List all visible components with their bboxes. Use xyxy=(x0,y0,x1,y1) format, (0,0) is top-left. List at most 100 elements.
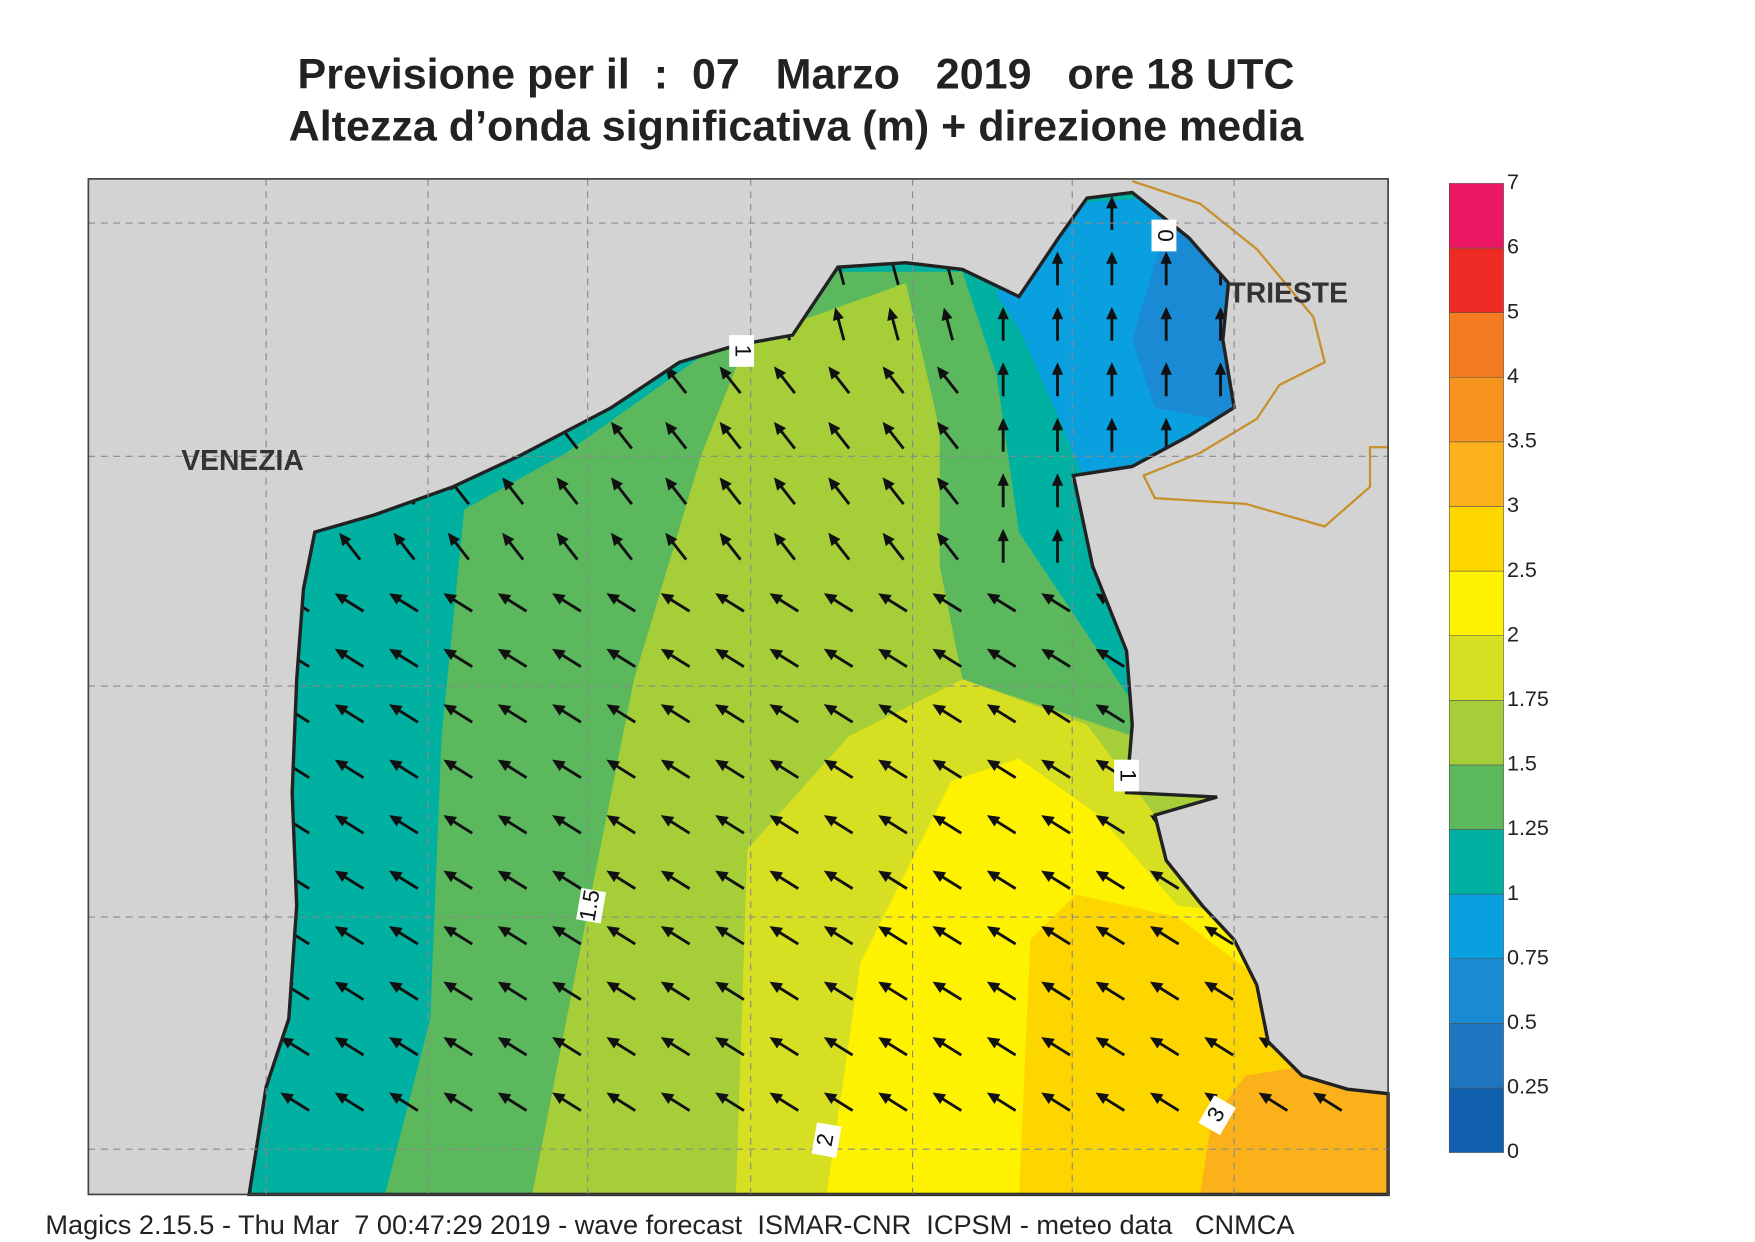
arrow-head xyxy=(1095,870,1110,883)
arrow-head xyxy=(932,1037,947,1049)
arrow-head xyxy=(1160,417,1172,431)
arrow-head xyxy=(715,759,729,772)
colorbar: 0 0.25 0.5 0.75 1 1.25 1.5 1.75 2 2.5 3 3.5 4 5 6 7 xyxy=(1448,170,1549,1163)
arrow-head xyxy=(997,417,1009,431)
arrow-head xyxy=(1041,926,1055,938)
colorbar-label: 0.25 xyxy=(1507,1075,1549,1099)
contour-label: 3 xyxy=(1198,1095,1236,1136)
arrow-head xyxy=(986,1037,1001,1049)
colorbar-band xyxy=(1448,376,1504,443)
colorbar-label: 0.75 xyxy=(1507,945,1549,969)
contour-label: 2 xyxy=(811,1122,842,1158)
label-box xyxy=(729,335,755,367)
arrow-head xyxy=(660,981,675,993)
arrow-head xyxy=(660,1092,675,1104)
arrow-head xyxy=(1312,1092,1327,1104)
arrow-head xyxy=(497,593,512,605)
arrow-head xyxy=(334,759,349,772)
arrow-head xyxy=(828,366,841,380)
arrow-head xyxy=(1204,981,1218,993)
contour-label: 1.5 xyxy=(575,888,607,924)
colorbar-label: 7 xyxy=(1507,170,1519,194)
arrow-head xyxy=(715,704,729,716)
colorbar-band xyxy=(1448,441,1504,507)
arrow-head xyxy=(443,1092,457,1104)
arrow-head xyxy=(715,1037,729,1049)
arrow-head xyxy=(769,704,784,716)
contour-label: 1 xyxy=(729,335,756,367)
arrow-head xyxy=(1041,870,1055,883)
arrow-head xyxy=(882,532,895,547)
arrow-head xyxy=(1041,1037,1055,1049)
contour-value: 0 xyxy=(1153,229,1178,242)
arrow-head xyxy=(932,926,947,938)
arrow-head xyxy=(552,1037,566,1049)
arrow-head xyxy=(769,1092,784,1104)
arrow-head xyxy=(823,704,838,716)
arrow-head xyxy=(443,593,457,605)
arrow-head xyxy=(552,704,566,716)
footer: Magics 2.15.5 - Thu Mar 7 00:47:29 2019 … xyxy=(45,1209,1295,1240)
arrow-head xyxy=(660,648,675,661)
colorbar-label: 0.5 xyxy=(1507,1010,1537,1034)
arrow-head xyxy=(715,1092,729,1104)
arrow-head xyxy=(773,477,787,491)
arrow-head xyxy=(443,815,457,827)
arrow-head xyxy=(1095,759,1110,772)
arrow-head xyxy=(443,1037,457,1049)
label-box xyxy=(1198,1095,1236,1136)
colorbar-label: 0 xyxy=(1507,1139,1519,1163)
arrow-head xyxy=(941,307,953,321)
arrow-head xyxy=(719,421,732,436)
arrow-head xyxy=(986,981,1001,993)
colorbar-label: 6 xyxy=(1507,235,1519,259)
arrow-head xyxy=(932,870,947,883)
arrow-head xyxy=(552,759,566,772)
arrow-head xyxy=(878,815,892,827)
arrow-head xyxy=(769,870,784,883)
arrow-head xyxy=(769,981,784,993)
arrow-head xyxy=(1160,362,1172,375)
arrow-head xyxy=(497,1037,512,1049)
arrow-head xyxy=(882,421,895,436)
arrow-head xyxy=(606,926,620,938)
arrow-head xyxy=(1204,926,1218,938)
arrow-head xyxy=(1214,306,1227,320)
arrow-head xyxy=(280,1037,294,1049)
arrow-head xyxy=(552,926,566,938)
arrow-head xyxy=(823,1092,838,1104)
arrow-head xyxy=(932,815,947,827)
arrow-head xyxy=(823,648,838,661)
arrow-head xyxy=(660,759,675,772)
arrow-head xyxy=(1160,306,1172,320)
arrow-head xyxy=(715,926,729,938)
arrow-head xyxy=(823,815,838,827)
arrow-head xyxy=(773,532,787,547)
colorbar-band xyxy=(1448,893,1504,960)
arrow-head xyxy=(769,648,784,661)
city-label: TRIESTE xyxy=(1228,276,1348,308)
border xyxy=(1131,180,1389,528)
arrow-head xyxy=(1041,981,1055,993)
arrow-head xyxy=(1051,528,1064,542)
arrow-head xyxy=(1214,362,1227,375)
arrow-head xyxy=(882,366,895,380)
arrow-head xyxy=(715,815,729,827)
arrow-head xyxy=(986,870,1001,883)
arrow-head xyxy=(334,1092,349,1104)
colorbar-label: 4 xyxy=(1507,364,1519,388)
arrow-head xyxy=(823,870,838,883)
arrow-head xyxy=(606,593,620,605)
arrow-head xyxy=(497,1092,512,1104)
colorbar-label: 2.5 xyxy=(1507,558,1537,582)
colorbar-band xyxy=(1448,764,1504,830)
arrow-head xyxy=(606,1037,620,1049)
arrow-head xyxy=(393,532,406,547)
arrow-head xyxy=(660,704,675,716)
colorbar-label: 5 xyxy=(1507,299,1519,323)
colorbar-band xyxy=(1448,700,1504,766)
arrow-head xyxy=(878,704,892,716)
arrow-head xyxy=(447,532,461,547)
arrow-head xyxy=(1106,306,1118,320)
arrow-head xyxy=(1095,926,1110,938)
